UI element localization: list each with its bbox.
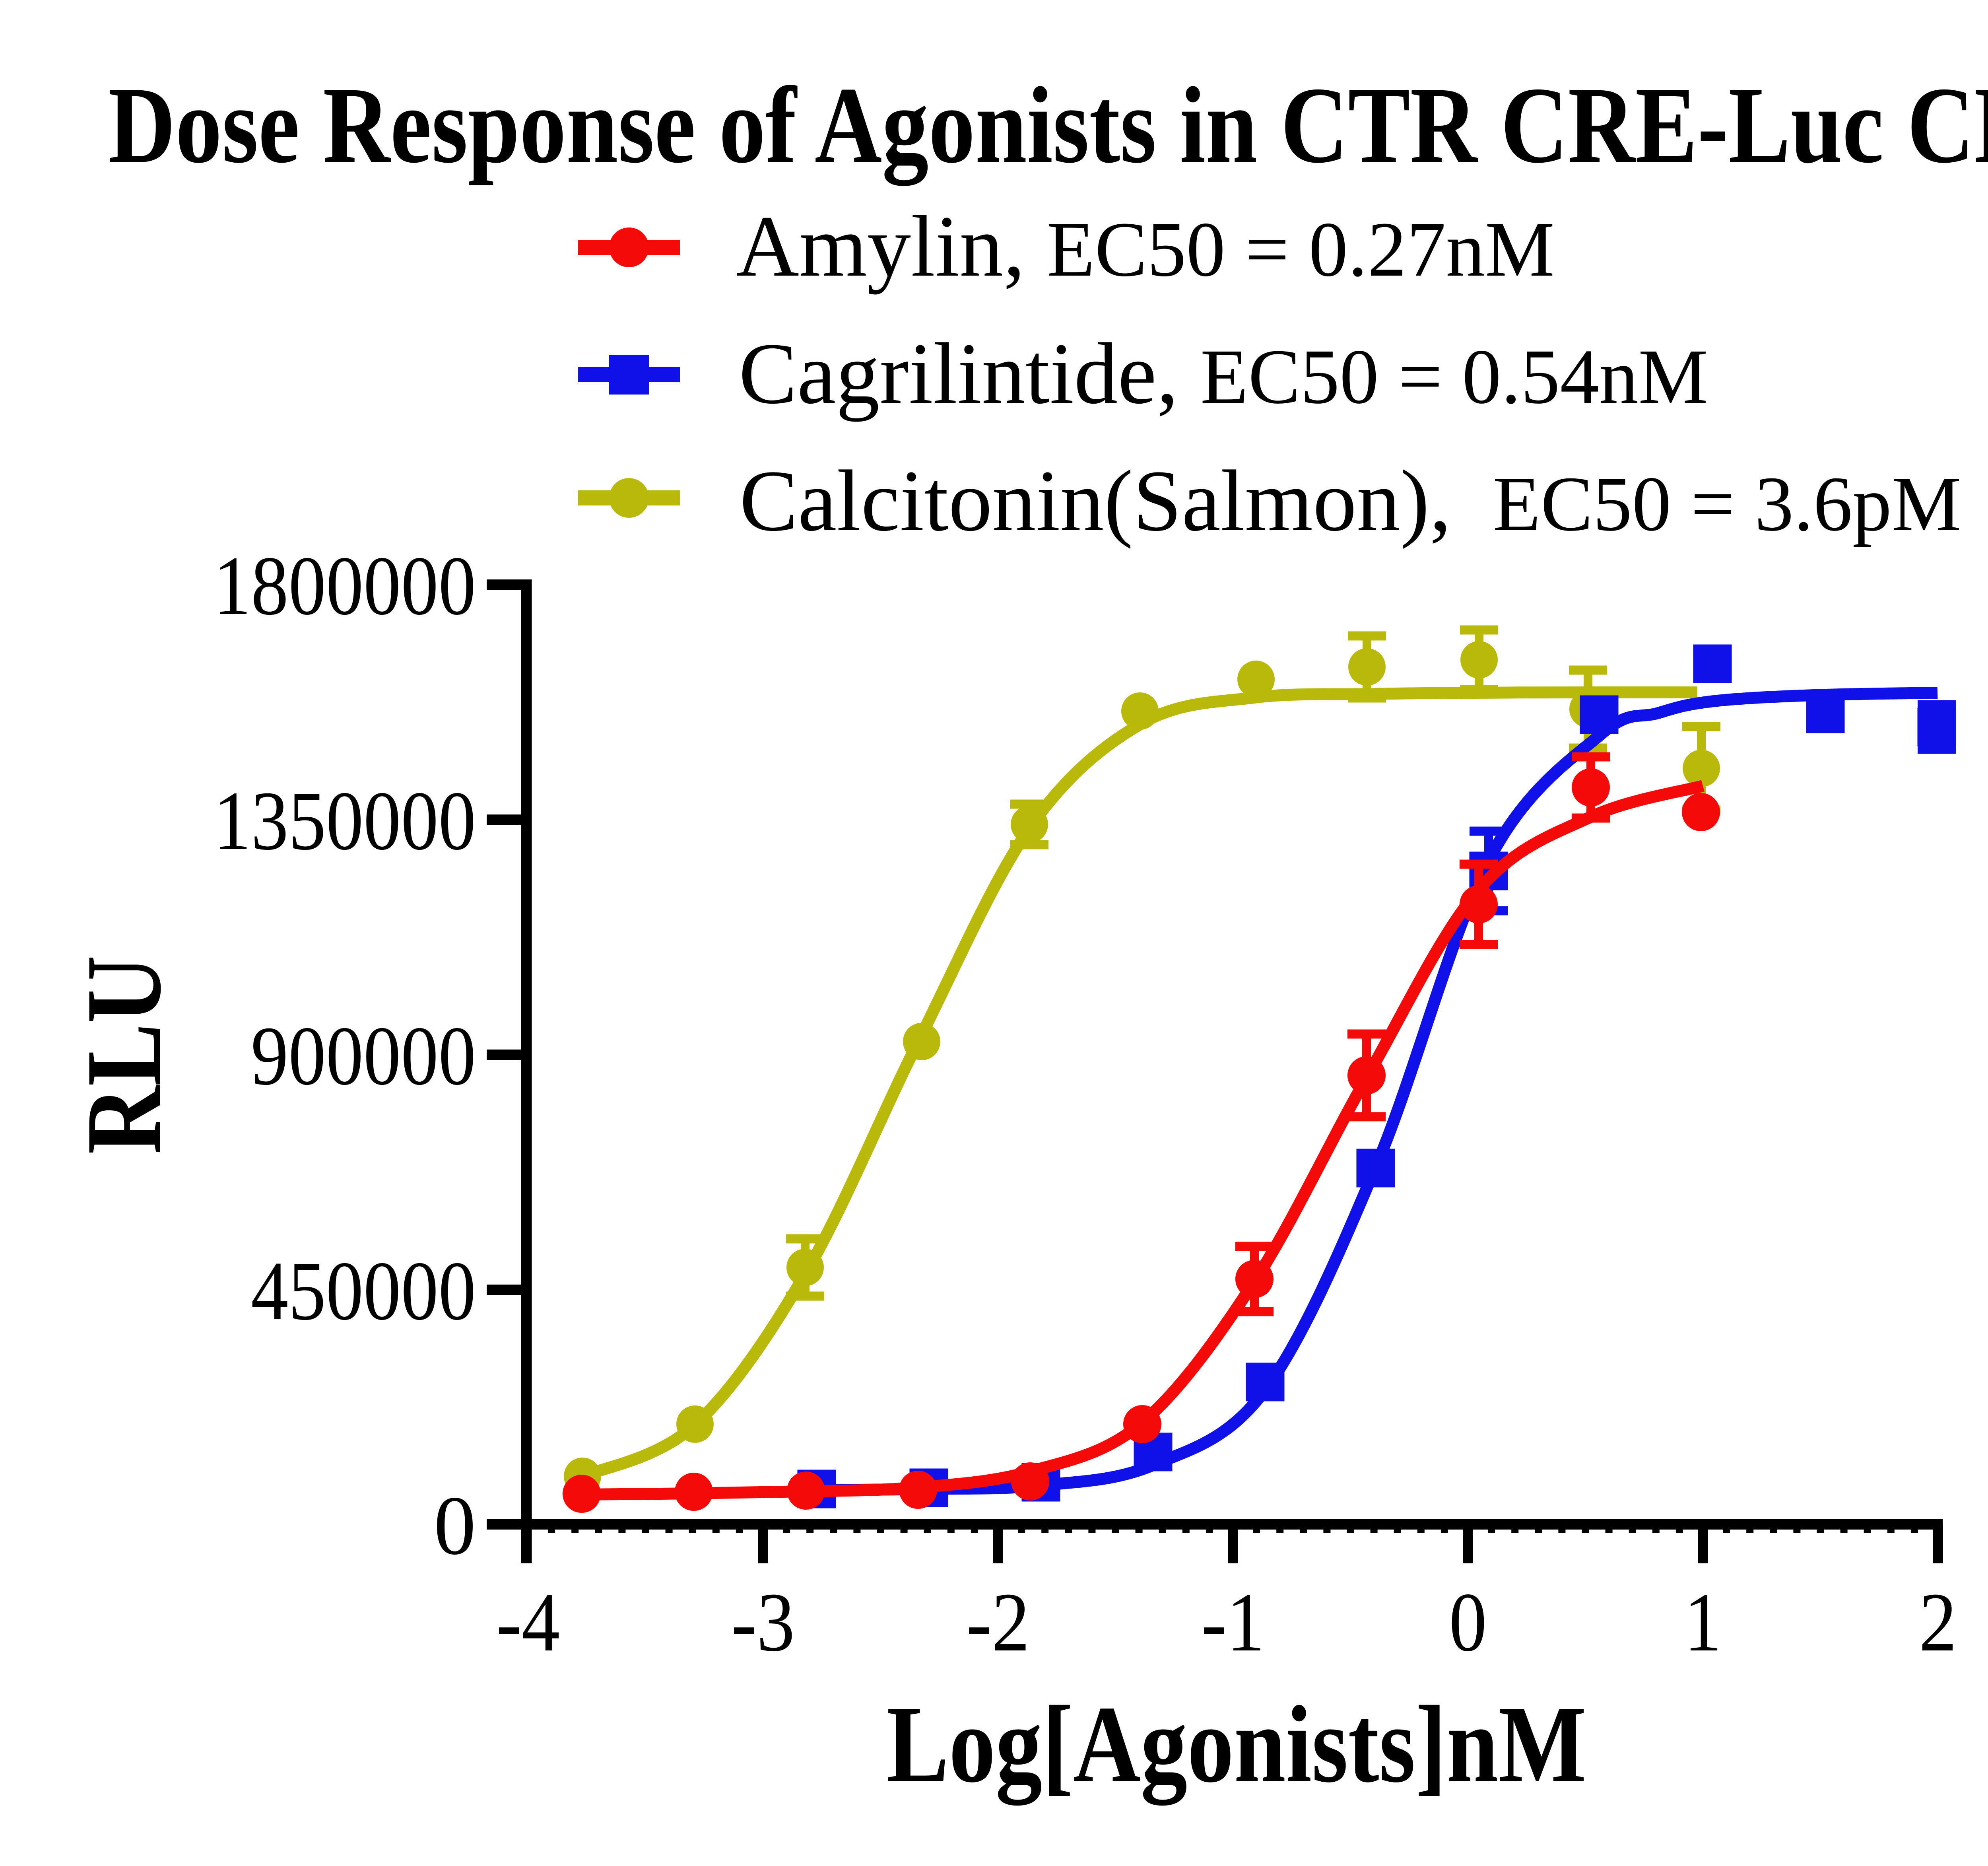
svg-text:Log[Agonists]nM: Log[Agonists]nM bbox=[887, 1683, 1586, 1807]
svg-text:0: 0 bbox=[1449, 1575, 1487, 1669]
svg-text:1350000: 1350000 bbox=[214, 774, 476, 867]
svg-text:Amylin, EC50 = 0.27nM: Amylin, EC50 = 0.27nM bbox=[736, 198, 1555, 295]
svg-text:Cagrilintide, EC50 = 0.54nM: Cagrilintide, EC50 = 0.54nM bbox=[739, 325, 1708, 422]
svg-text:Dose Response of Agonists in C: Dose Response of Agonists in CTR CRE-Luc… bbox=[108, 65, 1988, 187]
svg-text:1800000: 1800000 bbox=[214, 539, 476, 632]
svg-text:450000: 450000 bbox=[251, 1244, 476, 1337]
svg-text:0: 0 bbox=[434, 1479, 476, 1572]
svg-text:2: 2 bbox=[1919, 1575, 1957, 1669]
svg-text:900000: 900000 bbox=[251, 1009, 476, 1102]
svg-text:-4: -4 bbox=[496, 1575, 560, 1669]
svg-text:-2: -2 bbox=[966, 1575, 1030, 1669]
svg-text:RLU: RLU bbox=[64, 955, 183, 1154]
svg-text:Calcitonin(Salmon), EC50 = 3.: Calcitonin(Salmon), EC50 = 3.6pM bbox=[740, 452, 1961, 549]
svg-text:-3: -3 bbox=[731, 1575, 795, 1669]
svg-text:-1: -1 bbox=[1201, 1575, 1265, 1669]
svg-text:1: 1 bbox=[1684, 1575, 1722, 1669]
